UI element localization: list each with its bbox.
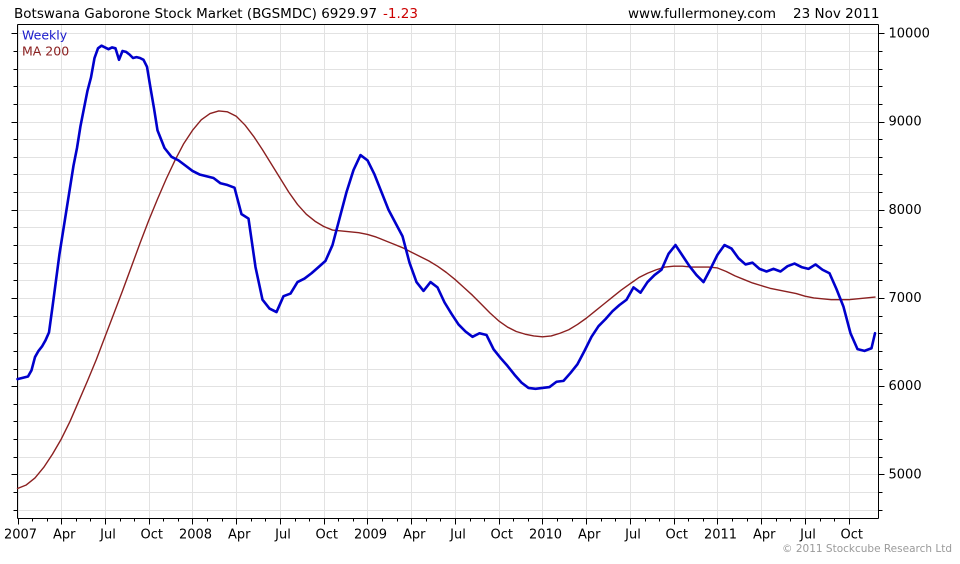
x-axis-tick-label: Oct — [491, 528, 513, 543]
x-axis-labels: 2007 Apr Jul Oct 2008 Apr Jul Oct 2009 Apr Jul Oct 2… — [4, 528, 863, 543]
y-axis-tick-label: 8000 — [889, 203, 922, 218]
price-change: -1.23 — [383, 6, 418, 22]
copyright-notice: © 2011 Stockcube Research Ltd — [782, 543, 952, 555]
x-axis-tick-label: Jul — [99, 528, 116, 543]
x-axis-tick-label: Oct — [666, 528, 688, 543]
vertical-gridlines — [18, 24, 850, 519]
x-axis-tick-label: Apr — [403, 528, 426, 543]
x-axis-tick-label: 2009 — [354, 528, 387, 543]
y-axis-tick-label: 6000 — [889, 379, 922, 394]
x-axis-tick-label: Jul — [624, 528, 641, 543]
x-axis-tick-label: Jul — [799, 528, 816, 543]
x-axis-tick-label: 2008 — [179, 528, 212, 543]
source-website[interactable]: www.fullermoney.com — [628, 6, 776, 22]
y-axis-tick-label: 9000 — [889, 115, 922, 130]
x-axis-tick-label: 2011 — [704, 528, 737, 543]
horizontal-gridlines — [17, 33, 879, 511]
x-axis-tick-label: Apr — [753, 528, 776, 543]
chart-date: 23 Nov 2011 — [793, 6, 879, 22]
y-axis-tick-label: 5000 — [889, 467, 922, 482]
x-axis-tick-label: Jul — [449, 528, 466, 543]
y-axis-tick-label: 7000 — [889, 291, 922, 306]
legend-ma200-label: MA 200 — [22, 44, 69, 59]
chart-title: Botswana Gaborone Stock Market (BGSMDC) … — [14, 6, 377, 22]
x-axis-tick-label: Oct — [841, 528, 863, 543]
x-axis-tick-label: Oct — [316, 528, 338, 543]
x-axis-tick-label: 2010 — [529, 528, 562, 543]
ma200-series-line — [16, 110, 876, 490]
x-axis-tick-label: Apr — [228, 528, 251, 543]
x-axis-tick-label: 2007 — [4, 528, 37, 543]
x-axis-tick-label: Jul — [274, 528, 291, 543]
x-axis-tick-label: Oct — [141, 528, 163, 543]
y-axis-ticks — [11, 33, 885, 511]
x-axis-tick-label: Apr — [578, 528, 601, 543]
weekly-price-series-line — [16, 44, 877, 391]
legend-weekly-label: Weekly — [22, 28, 68, 43]
y-axis-labels: 5000 6000 7000 8000 9000 10000 — [889, 26, 930, 482]
y-axis-tick-label: 10000 — [889, 26, 930, 41]
x-axis-tick-label: Apr — [53, 528, 76, 543]
